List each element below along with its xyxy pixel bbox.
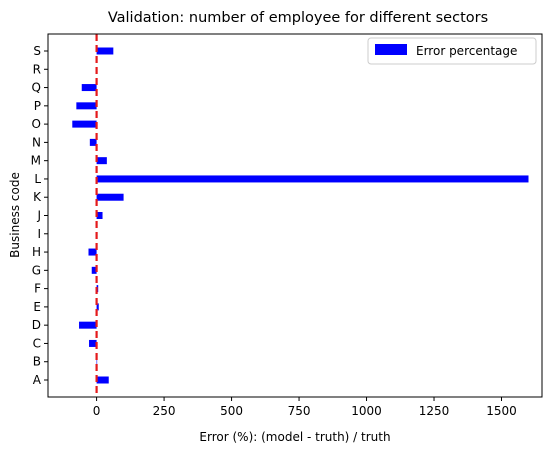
bar-S — [96, 47, 114, 55]
bar-B — [96, 358, 98, 366]
x-tick-label-0: 0 — [93, 404, 101, 418]
x-tick-label-1250: 1250 — [419, 404, 450, 418]
bar-N — [89, 138, 97, 146]
legend-box — [367, 37, 537, 65]
chart-title: Validation: number of employee for diffe… — [108, 10, 488, 26]
legend-label: Error percentage — [416, 44, 517, 58]
y-tick-label-B: B — [33, 355, 41, 369]
x-tick-label-750: 750 — [288, 404, 311, 418]
bar-G — [91, 266, 97, 274]
x-axis-label: Error (%): (model - truth) / truth — [199, 430, 390, 444]
bar-K — [96, 193, 124, 201]
bar-C — [89, 339, 97, 347]
y-tick-label-Q: Q — [32, 81, 41, 95]
y-tick-label-H: H — [32, 245, 41, 259]
x-tick-label-1500: 1500 — [486, 404, 517, 418]
y-tick-label-C: C — [33, 336, 41, 350]
y-tick-label-A: A — [33, 373, 42, 387]
y-tick-label-S: S — [33, 44, 41, 58]
bar-P — [76, 102, 97, 110]
y-tick-label-K: K — [33, 190, 42, 204]
bar-H — [88, 248, 97, 256]
plot-frame — [47, 33, 543, 398]
y-tick-label-L: L — [34, 172, 41, 186]
y-tick-label-O: O — [32, 117, 41, 131]
y-tick-label-I: I — [37, 227, 41, 241]
x-tick-label-1000: 1000 — [351, 404, 382, 418]
legend: Error percentage — [367, 37, 537, 65]
y-tick-label-F: F — [34, 282, 41, 296]
x-tick-label-500: 500 — [220, 404, 243, 418]
y-tick-label-P: P — [34, 99, 41, 113]
bar-E — [96, 303, 99, 311]
y-tick-label-D: D — [32, 318, 41, 332]
x-tick-label-250: 250 — [153, 404, 176, 418]
y-axis-label: Business code — [8, 172, 22, 258]
y-tick-label-E: E — [33, 300, 41, 314]
legend-swatch — [375, 44, 407, 55]
y-tick-label-J: J — [36, 209, 41, 223]
y-tick-label-R: R — [33, 62, 41, 76]
y-tick-label-M: M — [31, 154, 41, 168]
bar-D — [79, 321, 97, 329]
bar-M — [96, 157, 107, 165]
bar-A — [96, 376, 109, 384]
y-tick-label-G: G — [32, 263, 41, 277]
bar-O — [72, 120, 97, 128]
bar-L — [96, 175, 529, 183]
bar-Q — [81, 84, 97, 92]
y-tick-label-N: N — [32, 135, 41, 149]
bar-J — [96, 212, 103, 219]
